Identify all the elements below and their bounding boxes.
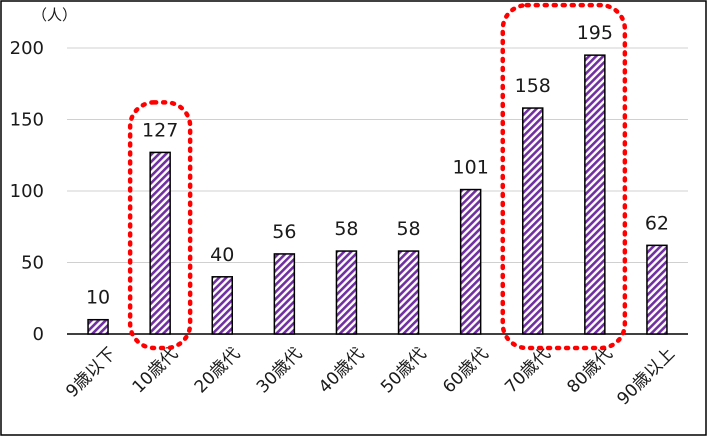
data-label: 40 [210, 244, 234, 266]
data-label: 56 [272, 221, 296, 243]
data-label: 58 [334, 218, 358, 240]
bar [87, 318, 109, 335]
data-label: 158 [515, 75, 551, 97]
bar [273, 253, 296, 335]
bar [149, 151, 171, 335]
data-label: 58 [396, 218, 420, 240]
y-tick-label: 100 [10, 181, 44, 202]
data-label: 127 [142, 119, 178, 141]
data-label: 101 [453, 157, 489, 179]
data-label: 10 [86, 287, 110, 309]
bar [459, 188, 482, 335]
data-label: 195 [577, 22, 613, 44]
bar [584, 54, 606, 335]
y-axis-ticks: 0 50 100 150 200 [10, 38, 44, 345]
y-tick-label: 50 [21, 253, 44, 274]
bar [646, 244, 668, 335]
bar [522, 107, 544, 335]
y-tick-label: 150 [10, 110, 44, 131]
highlight-outlines [127, 2, 628, 351]
bars [87, 54, 668, 335]
data-label: 62 [645, 212, 669, 234]
highlight-outline [127, 100, 193, 351]
bar [335, 250, 358, 335]
data-labels: 10 127 40 56 58 58 101 158 195 62 [86, 22, 669, 309]
bar [211, 276, 233, 335]
highlight-outline [500, 2, 628, 351]
bar [397, 250, 420, 335]
y-unit-label: （人） [32, 6, 77, 24]
y-tick-label: 0 [33, 324, 44, 345]
y-tick-label: 200 [10, 38, 44, 59]
